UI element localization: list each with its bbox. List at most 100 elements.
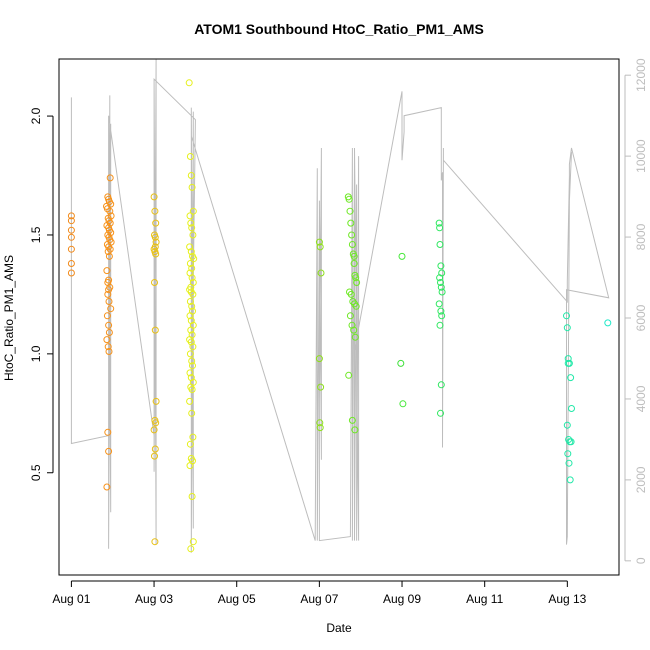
data-point (438, 312, 446, 320)
data-point (348, 241, 356, 248)
data-point (315, 355, 323, 363)
data-point (563, 421, 571, 429)
data-point (567, 374, 575, 382)
data-point (188, 493, 196, 500)
data-point (565, 459, 573, 467)
data-point (564, 355, 572, 363)
data-point (347, 290, 355, 298)
y-tick-label: 2.0 (29, 107, 43, 124)
data-point (152, 238, 160, 246)
plot-frame (58, 58, 620, 576)
data-point (604, 319, 612, 327)
data-point (187, 317, 195, 325)
data-point (346, 207, 354, 215)
data-point (150, 426, 158, 434)
data-point (186, 243, 194, 251)
data-point (351, 333, 359, 341)
data-point (105, 252, 113, 260)
data-point (189, 362, 196, 370)
data-point (105, 348, 113, 355)
x-tick-label: Aug 01 (52, 592, 90, 606)
data-point (105, 321, 113, 329)
x-axis-label: Date (326, 621, 352, 635)
data-point (187, 219, 195, 227)
x-axis: Aug 01 Aug 03 Aug 05 Aug 07 Aug 09 Aug 11 Aug … (52, 580, 587, 606)
data-point (187, 326, 195, 334)
secondary-track-line (70, 58, 610, 553)
data-point (437, 307, 445, 315)
data-point (352, 274, 360, 282)
data-point (185, 79, 193, 87)
data-point (105, 447, 113, 455)
data-point (104, 290, 112, 298)
secondary-y-tick-label: 10000 (634, 139, 648, 173)
data-point (151, 233, 159, 241)
data-point (348, 231, 356, 239)
data-point (188, 409, 196, 417)
data-point (189, 433, 197, 441)
data-point (438, 288, 446, 296)
data-point (435, 219, 443, 227)
data-point (106, 174, 114, 182)
data-point (103, 267, 111, 275)
data-point (107, 200, 115, 208)
data-point (437, 262, 445, 270)
data-point (350, 326, 358, 334)
data-point (352, 302, 360, 310)
data-point (188, 386, 196, 393)
data-point (103, 483, 111, 491)
x-tick-label: Aug 07 (300, 592, 338, 606)
secondary-y-tick-label: 2000 (634, 466, 648, 493)
data-point (188, 274, 196, 282)
data-point (436, 224, 444, 232)
data-point (437, 381, 445, 389)
data-point (104, 428, 112, 436)
secondary-y-tick-label: 0 (634, 557, 648, 564)
x-tick-label: Aug 05 (218, 592, 256, 606)
data-point (187, 338, 195, 346)
data-point (104, 279, 112, 286)
data-point (399, 400, 407, 408)
data-point (564, 359, 572, 367)
x-tick-label: Aug 13 (548, 592, 586, 606)
x-tick-label: Aug 09 (383, 592, 421, 606)
data-point (345, 371, 353, 379)
secondary-track-layer (70, 58, 610, 553)
data-point (316, 243, 324, 251)
secondary-y-tick-label: 6000 (634, 304, 648, 331)
data-point (563, 324, 571, 332)
data-point (187, 248, 195, 256)
data-point (189, 207, 197, 215)
data-point (151, 538, 159, 546)
data-point (188, 264, 196, 272)
data-point (348, 416, 356, 424)
x-tick-label: Aug 11 (466, 592, 503, 606)
data-point (103, 336, 111, 344)
data-point (186, 369, 194, 377)
data-point (151, 326, 159, 334)
data-point (186, 312, 194, 320)
data-point (187, 172, 195, 179)
data-point (346, 312, 354, 320)
chart-title: ATOM1 Southbound HtoC_Ratio_PM1_AMS (194, 21, 484, 37)
y-tick-label: 1.0 (29, 345, 43, 362)
data-point (568, 405, 575, 412)
data-point (104, 343, 112, 351)
data-point (189, 538, 197, 546)
data-point (187, 545, 195, 553)
data-point (105, 286, 113, 294)
data-point (347, 219, 355, 227)
data-point (151, 445, 159, 453)
data-point (437, 279, 444, 286)
data-point (186, 440, 194, 448)
data-point (435, 300, 443, 308)
data-point (151, 243, 159, 251)
data-point (350, 260, 358, 267)
data-point (317, 269, 325, 277)
data-point (190, 255, 198, 263)
data-point (345, 195, 353, 203)
data-point (67, 233, 75, 241)
data-point (186, 350, 194, 358)
data-point (67, 226, 75, 234)
